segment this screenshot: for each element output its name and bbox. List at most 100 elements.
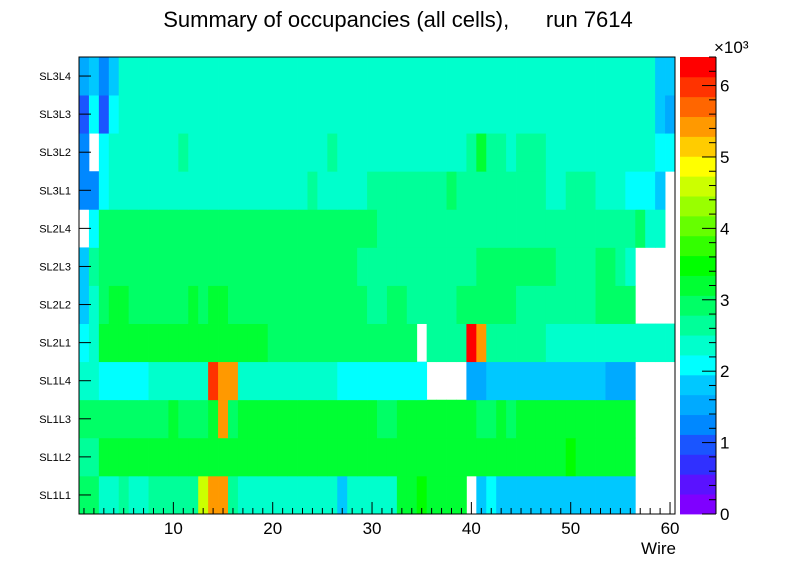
heatmap-cell [138,57,149,96]
heatmap-cell [208,437,219,477]
heatmap-cell [496,57,507,96]
heatmap-cell [575,95,586,134]
heatmap-cell [486,361,497,401]
heatmap-cell [307,171,318,210]
heatmap-cell [188,133,199,172]
y-tick-label: SL1L4 [39,376,71,388]
heatmap-cell [386,285,398,324]
heatmap-cell [446,399,457,439]
heatmap-cell [287,209,298,248]
y-tick-label: SL3L2 [39,147,71,159]
heatmap-cell [406,171,418,210]
heatmap-cell [535,95,547,134]
heatmap-cell [277,57,288,96]
heatmap-cell [307,209,318,248]
colorbar-tick-label: 0 [720,505,729,524]
heatmap-cell [188,475,199,515]
heatmap-cell [287,323,298,363]
heatmap-cell [396,475,408,515]
heatmap-cell [317,209,328,248]
heatmap-cell [128,171,139,210]
heatmap-cell [108,133,120,172]
heatmap-cell [476,285,487,324]
heatmap-cell [337,171,348,210]
heatmap-cell [575,209,586,248]
heatmap-cell [287,171,298,210]
heatmap-cell [516,285,527,324]
heatmap-cell [218,171,229,210]
heatmap-cell [257,361,269,401]
heatmap-cell [317,171,328,210]
heatmap-cell [108,437,120,477]
heatmap-cell [545,57,557,96]
heatmap-cell [138,361,149,401]
heatmap-cell [396,361,408,401]
heatmap-cell [158,399,169,439]
heatmap-cell [198,437,209,477]
heatmap-cell [347,361,358,401]
heatmap-cell [555,133,567,172]
colorbar-segment [680,235,716,257]
heatmap-cell [367,209,378,248]
heatmap-cell [426,475,437,515]
heatmap-cell [645,57,656,96]
heatmap-cell [526,95,537,134]
heatmap-cell [337,437,348,477]
heatmap-cell [526,437,537,477]
heatmap-cell [158,437,169,477]
heatmap-cell [168,437,179,477]
heatmap-cell [188,247,199,286]
heatmap-cell [516,133,527,172]
heatmap-cell [188,437,199,477]
heatmap-cell [148,475,159,515]
heatmap-cell [406,437,418,477]
heatmap-cell [446,133,457,172]
heatmap-cell [198,247,209,286]
heatmap-cell [396,399,408,439]
heatmap-cell [367,475,378,515]
heatmap-cell [456,323,467,363]
heatmap-cell [516,475,527,515]
heatmap-cell [138,95,149,134]
heatmap-cell [595,247,606,286]
heatmap-cell [535,247,547,286]
heatmap-cell [237,323,249,363]
heatmap-cell [208,171,219,210]
heatmap-cell [506,247,517,286]
heatmap-cell [526,209,537,248]
heatmap-cell [595,209,606,248]
heatmap-cell [456,133,467,172]
heatmap-cell [297,247,308,286]
heatmap-cell [446,475,457,515]
heatmap-cell [625,95,636,134]
heatmap-cell [118,171,130,210]
heatmap-cell [645,323,656,363]
heatmap-cell [635,209,646,248]
heatmap-cell [277,95,288,134]
heatmap-cell [327,95,338,134]
heatmap-cell [446,171,457,210]
heatmap-cell [247,437,259,477]
heatmap-cell [228,171,239,210]
heatmap-cell [476,475,487,515]
heatmap-cell [605,285,616,324]
heatmap-cell [88,399,100,439]
heatmap-cell [615,437,626,477]
heatmap-cell [148,95,159,134]
heatmap-cell [307,95,318,134]
heatmap-cell [496,133,507,172]
heatmap-cell [277,285,288,324]
heatmap-cell [218,361,229,401]
heatmap-cell [595,171,606,210]
heatmap-cell [337,361,348,401]
heatmap-cell [178,171,189,210]
heatmap-cell [386,437,398,477]
heatmap-cell [605,399,616,439]
heatmap-cell [436,475,447,515]
heatmap-cell [218,247,229,286]
heatmap-cell [476,399,487,439]
heatmap-cell [386,209,398,248]
heatmap-cell [526,399,537,439]
heatmap-cell [317,437,328,477]
heatmap-cell [277,399,288,439]
